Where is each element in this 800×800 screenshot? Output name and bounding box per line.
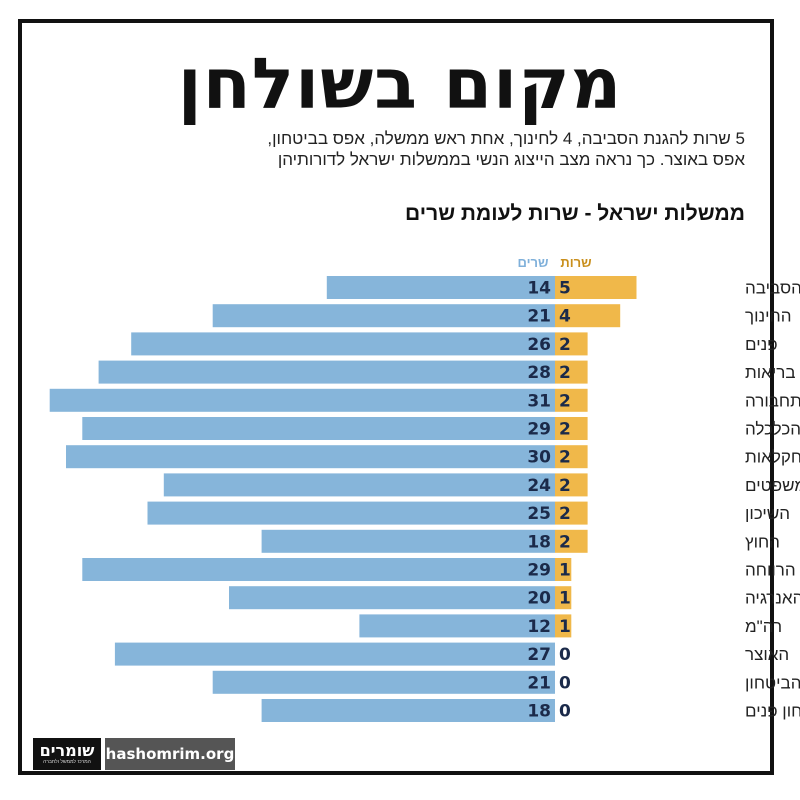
women-value-label: 1: [559, 589, 571, 609]
men-value-label: 28: [527, 363, 551, 383]
category-label: החינוך: [745, 307, 792, 326]
women-bar: [555, 417, 588, 440]
men-bar: [359, 614, 555, 638]
chart-title: ממשלות ישראל - שרות לעומת שרים: [405, 202, 745, 225]
women-bar: [555, 586, 572, 610]
category-label: הרווחה: [745, 561, 796, 580]
category-label: תחבורה: [745, 391, 800, 410]
men-bar: [114, 642, 556, 666]
subtitle: 5 שרות להגנת הסביבה, 4 לחינוך, אחת ראש מ…: [120, 128, 745, 170]
men-bar: [49, 388, 555, 412]
men-value-label: 20: [527, 589, 551, 609]
women-bar: [555, 529, 588, 553]
women-value-label: 1: [559, 617, 571, 637]
men-bar: [82, 417, 556, 440]
men-value-label: 12: [527, 617, 551, 637]
category-label: החוץ: [745, 532, 780, 551]
logo-tagline: המרכז לממשל ולחברה: [43, 758, 91, 765]
women-value-label: 2: [559, 420, 571, 440]
page-title: מקום בשולחן: [177, 43, 623, 125]
men-value-label: 18: [527, 702, 551, 722]
women-bar: [555, 360, 588, 384]
women-value-label: 0: [559, 702, 571, 722]
women-value-label: 2: [559, 363, 571, 383]
men-value-label: 18: [527, 532, 551, 552]
men-bar: [131, 332, 555, 356]
women-bar: [555, 445, 588, 469]
category-label: רה"מ: [745, 617, 782, 636]
men-bar: [66, 445, 555, 469]
women-value-label: 2: [559, 448, 571, 468]
category-label: הכלכלה: [745, 420, 800, 439]
men-bar: [147, 501, 555, 525]
website-link[interactable]: hashomrim.org: [105, 738, 235, 770]
men-bar: [229, 586, 555, 610]
women-bar: [555, 304, 621, 328]
category-label: משפטים: [745, 476, 800, 495]
women-value-label: 2: [559, 532, 571, 552]
subtitle-line-1: 5 שרות להגנת הסביבה, 4 לחינוך, אחת ראש מ…: [267, 129, 745, 148]
women-value-label: 2: [559, 391, 571, 411]
category-label: האנרגיה: [745, 589, 800, 608]
men-bar: [163, 473, 556, 497]
women-bar: [555, 614, 572, 638]
women-value-label: 2: [559, 504, 571, 524]
men-bar: [98, 360, 555, 384]
men-bar: [261, 529, 555, 553]
men-bar: [212, 670, 555, 694]
men-bar: [82, 558, 556, 581]
men-value-label: 24: [527, 476, 551, 496]
women-bar: [555, 558, 572, 581]
women-bar: [555, 501, 588, 525]
women-value-label: 0: [559, 645, 571, 665]
men-value-label: 31: [527, 391, 551, 411]
men-value-label: 25: [527, 504, 551, 524]
women-value-label: 0: [559, 673, 571, 693]
women-bar: [555, 473, 588, 497]
women-bar: [555, 276, 637, 299]
men-value-label: 29: [527, 561, 551, 581]
logo-text: שומרים: [39, 740, 95, 760]
legend-women: שרות: [560, 255, 591, 270]
women-value-label: 5: [559, 279, 571, 299]
women-value-label: 1: [559, 561, 571, 581]
category-label: הגנת הסביבה: [745, 279, 800, 298]
men-bar: [326, 276, 555, 299]
women-value-label: 2: [559, 335, 571, 355]
women-value-label: 2: [559, 476, 571, 496]
legend-men: שרים: [518, 255, 549, 270]
subtitle-line-2: אפס באוצר. כך נראה מצב הייצוג הנשי בממשל…: [277, 150, 745, 169]
outer-frame: [18, 19, 774, 775]
category-label: בריאות: [745, 363, 796, 382]
men-value-label: 26: [527, 335, 551, 355]
men-value-label: 14: [527, 279, 551, 299]
category-label: חקלאות: [745, 448, 800, 467]
category-label: פנים: [745, 335, 778, 354]
men-value-label: 29: [527, 420, 551, 440]
women-value-label: 4: [559, 307, 571, 327]
category-label: האוצר: [745, 645, 789, 664]
men-value-label: 21: [527, 307, 551, 327]
women-bar: [555, 332, 588, 356]
men-bar: [212, 304, 555, 328]
men-value-label: 21: [527, 673, 551, 693]
women-bar: [555, 388, 588, 412]
shomrim-logo: שומרים המרכז לממשל ולחברה: [33, 738, 101, 770]
men-bar: [261, 699, 555, 722]
category-label: ביטחון פנים: [745, 702, 800, 721]
men-value-label: 30: [527, 448, 551, 468]
category-label: הביטחון: [745, 673, 800, 692]
category-label: השיכון: [745, 504, 790, 523]
men-value-label: 27: [527, 645, 551, 665]
